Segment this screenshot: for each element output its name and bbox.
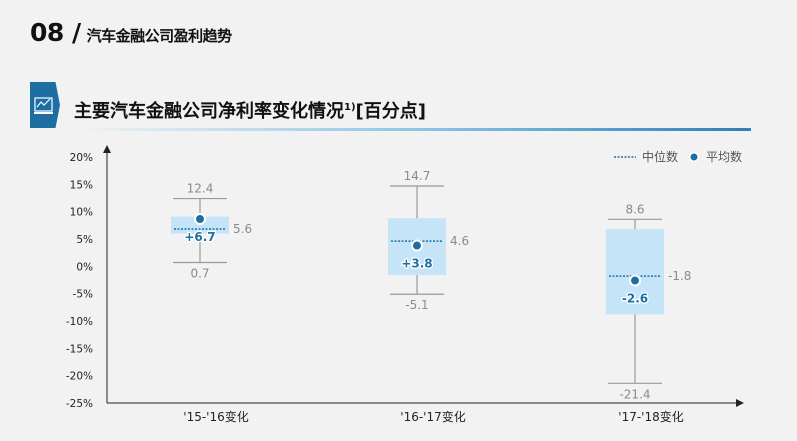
max-label: 14.7 [404, 169, 431, 183]
chart-title: 主要汽车金融公司净利率变化情况1)[百分点] [74, 101, 426, 122]
max-label: 12.4 [187, 182, 214, 196]
mean-label: +3.8 [401, 257, 432, 271]
min-label: 0.7 [190, 267, 209, 281]
median-label: 5.6 [233, 222, 252, 236]
y-tick-label: -5% [73, 289, 93, 301]
y-tick-label: -25% [66, 398, 93, 410]
mean-dot [413, 241, 421, 250]
title-underline [76, 128, 751, 131]
slash: / [72, 18, 81, 47]
y-tick-label: 5% [76, 234, 93, 246]
x-category-label: '17-'18变化 [618, 409, 683, 424]
y-tick-label: 15% [70, 179, 93, 191]
legend-mean: 平均数 [706, 150, 743, 164]
x-category-label: '16-'17变化 [400, 409, 465, 424]
box [606, 229, 664, 315]
legend-median: 中位数 [642, 150, 679, 164]
y-tick-label: 0% [76, 261, 93, 273]
min-label: -5.1 [405, 298, 428, 312]
y-tick-label: -20% [66, 371, 93, 383]
max-label: 8.6 [625, 202, 644, 216]
y-tick-label: 10% [70, 207, 93, 219]
mean-label: +6.7 [184, 230, 215, 244]
median-label: -1.8 [668, 269, 691, 283]
mean-dot-swatch [689, 151, 700, 162]
legend: 中位数 平均数 [614, 148, 742, 165]
chart-report-icon [30, 82, 60, 128]
y-tick-label: -15% [66, 343, 93, 355]
mean-label: -2.6 [622, 292, 648, 306]
header-title: 汽车金融公司盈利趋势 [86, 27, 233, 45]
median-label: 4.6 [450, 234, 469, 248]
mean-dot [631, 276, 639, 285]
section-number: 08 [30, 18, 64, 47]
x-axis-arrow-icon [736, 399, 744, 407]
footnote-marker: 1) [344, 102, 356, 113]
x-category-label: '15-'16变化 [183, 409, 248, 424]
median-line-swatch [614, 155, 636, 158]
unit-label: [百分点] [355, 101, 426, 122]
page-header: 08 / 汽车金融公司盈利趋势 [30, 18, 232, 47]
mean-dot [196, 215, 204, 223]
y-tick-label: -10% [66, 316, 93, 328]
y-tick-label: 20% [70, 152, 93, 164]
y-axis-arrow-icon [103, 145, 111, 153]
min-label: -21.4 [619, 387, 650, 401]
